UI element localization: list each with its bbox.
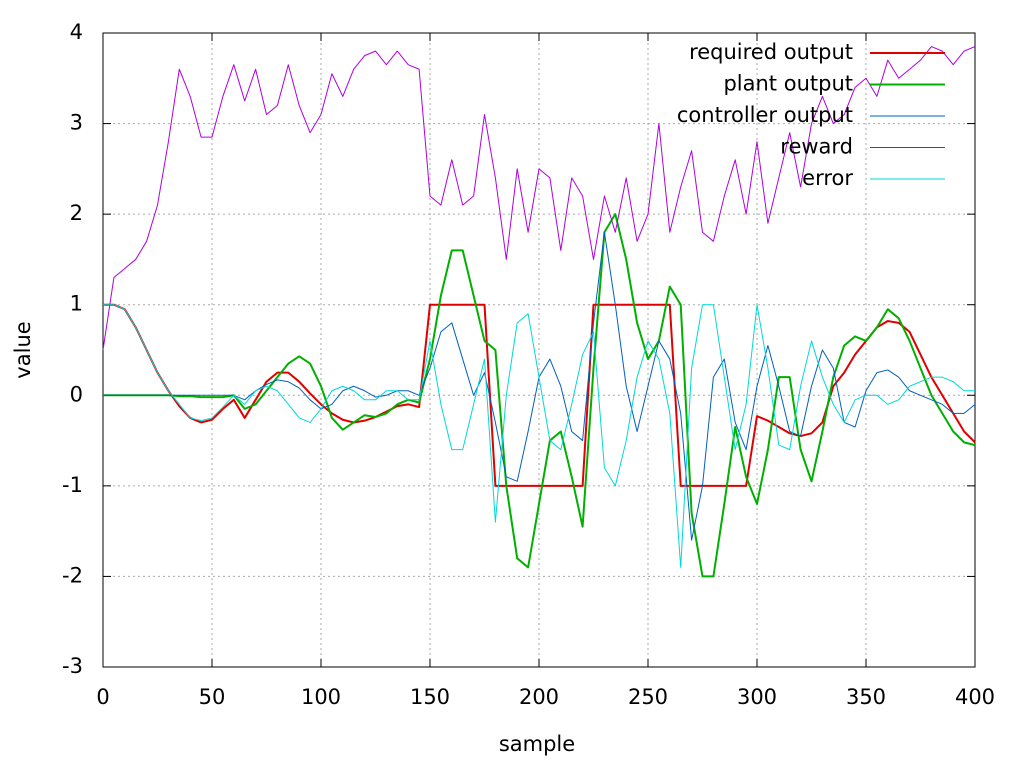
x-tick-label: 150: [410, 685, 450, 709]
x-axis-label: sample: [499, 732, 575, 756]
legend-label: reward: [780, 135, 853, 159]
x-tick-label: 100: [301, 685, 341, 709]
series-line: [102, 46, 976, 351]
x-tick-label: 350: [846, 685, 886, 709]
y-tick-label: -3: [62, 654, 83, 678]
legend-label: controller output: [677, 103, 853, 127]
x-tick-label: 0: [96, 685, 109, 709]
y-tick-label: 2: [70, 201, 83, 225]
x-tick-label: 250: [628, 685, 668, 709]
y-tick-label: -1: [62, 473, 83, 497]
x-tick-label: 50: [199, 685, 226, 709]
legend-label: error: [802, 166, 853, 190]
y-axis-label: value: [11, 321, 35, 378]
y-tick-label: 1: [70, 292, 83, 316]
y-tick-label: 4: [70, 20, 83, 44]
x-tick-label: 200: [519, 685, 559, 709]
x-tick-label: 300: [737, 685, 777, 709]
y-tick-label: 0: [70, 382, 83, 406]
y-tick-label: 3: [70, 111, 83, 135]
legend-label: plant output: [723, 72, 853, 96]
y-tick-label: -2: [62, 563, 83, 587]
legend-label: required output: [689, 40, 853, 64]
x-tick-label: 400: [955, 685, 995, 709]
series-line: [103, 304, 975, 568]
